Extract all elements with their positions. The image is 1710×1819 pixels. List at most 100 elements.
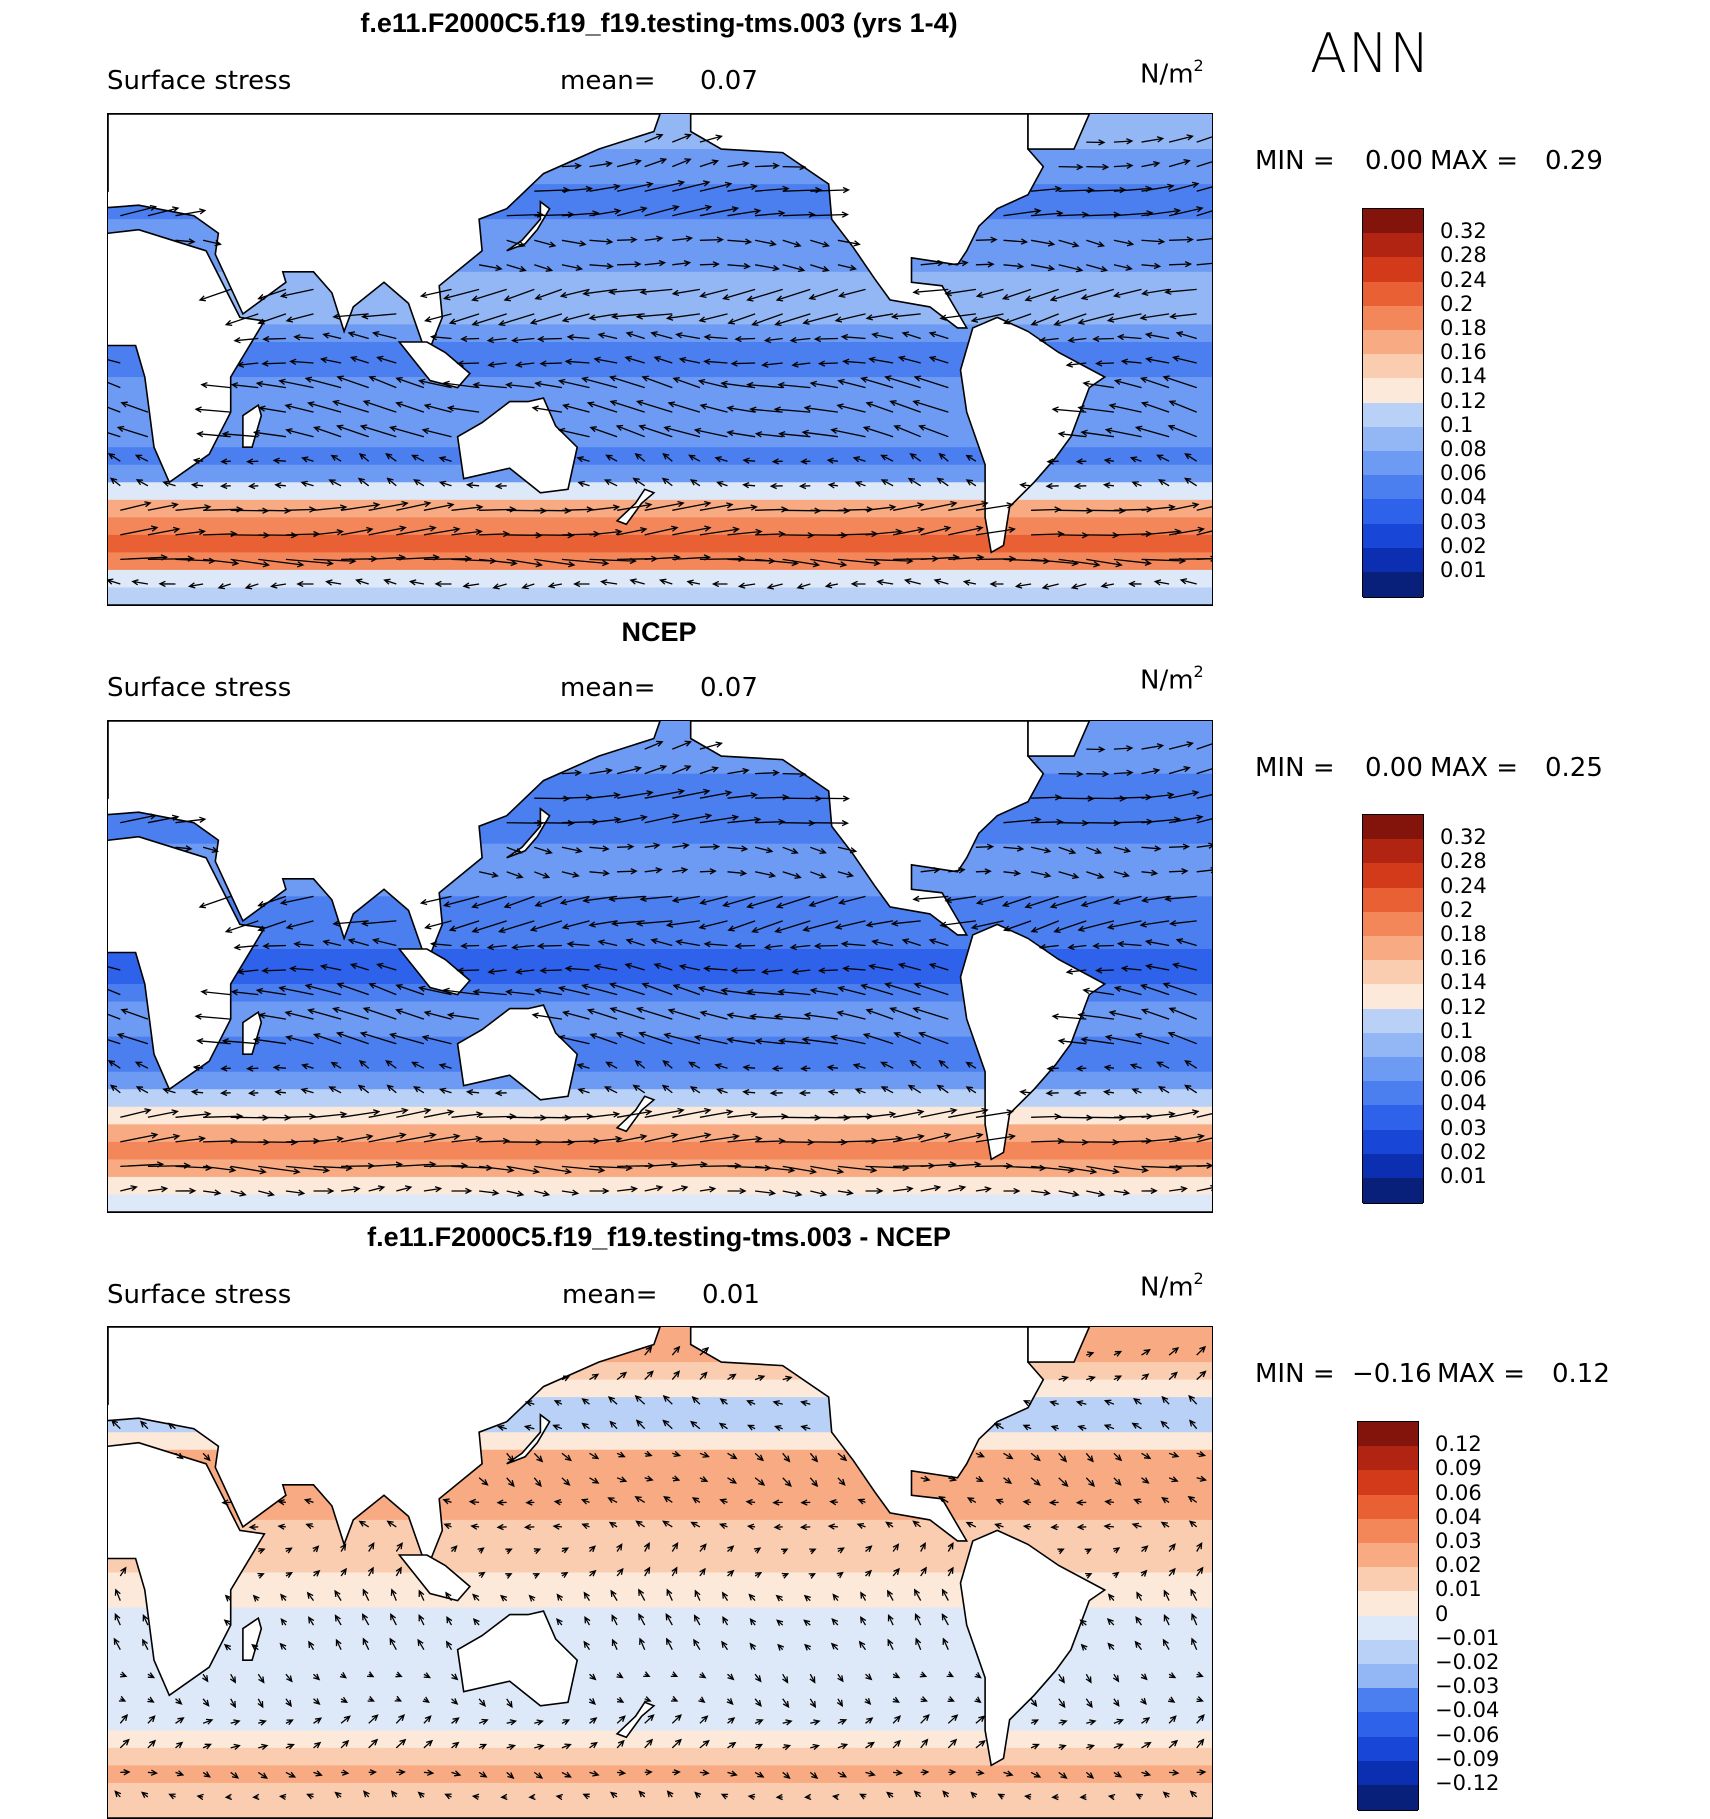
panel-3-vector-arrow xyxy=(555,1793,563,1801)
panel-1-vector-arrow xyxy=(605,454,618,462)
panel-1-colorbar-swatch xyxy=(1363,547,1423,574)
panel-2-colorbar-tick: 0.18 xyxy=(1440,922,1487,946)
panel-1-vector-arrow xyxy=(865,504,897,511)
panel-1-vector-arrow xyxy=(322,332,342,340)
panel-2-vector-arrow xyxy=(1045,1089,1059,1097)
panel-3-colorbar-tick: 0.12 xyxy=(1435,1432,1482,1457)
panel-3-vector-arrow xyxy=(948,1475,958,1482)
panel-3-colorbar-tick: 0.01 xyxy=(1435,1577,1482,1602)
panel-2-vector-arrow xyxy=(586,1008,618,1020)
panel-3-field-band xyxy=(108,1625,1212,1644)
panel-1-vector-arrow xyxy=(534,288,563,300)
panel-2-vector-arrow xyxy=(761,968,783,975)
panel-3-vector-arrow xyxy=(782,1673,789,1684)
panel-3-vector-arrow xyxy=(496,1499,507,1506)
panel-3-vector-arrow xyxy=(837,1771,848,1778)
panel-3-vector-arrow xyxy=(804,1643,811,1651)
panel-3-vector-arrow xyxy=(698,1696,706,1704)
panel-2-vector-arrow xyxy=(1058,846,1077,855)
panel-2-vector-arrow xyxy=(918,1031,949,1045)
panel-3-vector-arrow xyxy=(499,1594,508,1602)
panel-2-land-south-america xyxy=(959,923,1107,1161)
panel-3-vector-arrow xyxy=(278,1793,287,1801)
panel-3-vector-arrow xyxy=(312,1545,320,1553)
panel-1-vector-arrow xyxy=(1031,185,1063,193)
panel-3-vector-arrow xyxy=(1141,1477,1150,1484)
panel-2-vector-arrow xyxy=(827,1089,838,1096)
panel-1-vector-arrow xyxy=(928,331,949,340)
panel-3-vector-arrow xyxy=(1022,1523,1032,1530)
panel-1-colorbar-tick: 0.08 xyxy=(1440,437,1487,461)
panel-3-vector-arrow xyxy=(914,1612,922,1626)
panel-1-vector-arrow xyxy=(349,355,369,364)
panel-2-vector-arrow xyxy=(810,871,827,879)
panel-2-vector-arrow xyxy=(423,1133,461,1143)
panel-2-vector-arrow xyxy=(1031,794,1063,801)
panel-3-vector-arrow xyxy=(865,1569,873,1577)
panel-1-vector-arrow xyxy=(589,160,614,168)
panel-2-vector-arrow xyxy=(672,765,692,775)
panel-3-vector-arrow xyxy=(1085,1771,1095,1779)
panel-3-land-greenland xyxy=(1027,1327,1091,1363)
panel-3-vector-arrow xyxy=(754,1698,762,1707)
panel-1-vector-arrow xyxy=(1041,583,1059,590)
panel-2-vector-arrow xyxy=(368,1132,407,1143)
panel-3-vector-arrow xyxy=(313,1770,323,1777)
panel-2-vector-arrow xyxy=(699,766,720,775)
panel-2-vector-arrow xyxy=(429,940,452,948)
panel-1-vector-arrow xyxy=(1030,264,1056,272)
panel-2-colorbar-swatch xyxy=(1363,1153,1423,1180)
panel-2-vector-arrow xyxy=(912,1006,949,1020)
panel-2-vector-arrow xyxy=(561,1165,606,1174)
panel-3-vector-arrow xyxy=(389,1637,397,1651)
panel-1-vector-arrow xyxy=(782,211,816,218)
panel-3-vector-arrow xyxy=(610,1589,618,1601)
panel-1-field-band xyxy=(108,587,1212,605)
panel-2-vector-arrow xyxy=(661,1084,673,1094)
panel-1-vector-arrow xyxy=(1024,288,1059,302)
panel-3-vector-arrow xyxy=(663,1495,673,1503)
panel-2-vector-arrow xyxy=(368,1185,386,1192)
panel-1-vector-arrow xyxy=(782,239,802,248)
panel-1-vector-arrow xyxy=(617,261,642,268)
panel-1-vector-arrow xyxy=(506,264,527,272)
panel-1-vector-arrow xyxy=(624,355,645,364)
panel-2-vector-arrow xyxy=(257,920,287,932)
panel-2-field-band xyxy=(108,984,1212,1003)
panel-3-vector-arrow xyxy=(800,1499,811,1506)
panel-2-field-band xyxy=(108,1106,1212,1125)
panel-1-vector-arrow xyxy=(1128,580,1142,588)
panel-3-vector-arrow xyxy=(313,1673,321,1681)
panel-1-vector-arrow xyxy=(699,403,728,413)
panel-2-vector-arrow xyxy=(1168,1007,1197,1020)
panel-2-vector-arrow xyxy=(1113,846,1132,854)
panel-3-vector-arrow xyxy=(1085,1452,1094,1463)
panel-1-vector-arrow xyxy=(1001,288,1032,301)
panel-2-vector-arrow xyxy=(486,943,507,951)
panel-2-vector-arrow xyxy=(672,813,713,824)
panel-3-land-south-america xyxy=(959,1529,1107,1767)
panel-3-vector-arrow xyxy=(305,1523,314,1530)
panel-3-vector-arrow xyxy=(975,1476,984,1482)
panel-2-vector-arrow xyxy=(576,1063,590,1070)
panel-1-vector-arrow xyxy=(1141,504,1176,511)
panel-2-vector-arrow xyxy=(396,1107,432,1118)
panel-1-vector-arrow xyxy=(589,208,622,217)
panel-3-vector-arrow xyxy=(340,1715,351,1724)
panel-1-vector-arrow xyxy=(644,157,668,168)
panel-3-vector-arrow xyxy=(975,1769,985,1776)
panel-3-vector-arrow xyxy=(915,1637,922,1650)
panel-2-field-band xyxy=(108,913,1212,932)
panel-2-vector-arrow xyxy=(1196,1184,1212,1192)
panel-2-colorbar-tick: 0.1 xyxy=(1440,1018,1474,1043)
panel-2-vector-arrow xyxy=(1169,868,1189,875)
panel-1-vector-arrow xyxy=(336,375,369,389)
panel-2-vector-arrow xyxy=(1141,895,1170,904)
panel-3-vector-arrow xyxy=(339,1671,348,1679)
panel-1-vector-arrow xyxy=(703,333,728,341)
panel-1-vector-arrow xyxy=(697,378,728,389)
panel-3-vector-arrow xyxy=(690,1420,701,1430)
panel-3-colorbar-tick: −0.06 xyxy=(1435,1722,1500,1747)
panel-2-vector-arrow xyxy=(220,1065,231,1072)
panel-2-vector-arrow xyxy=(347,938,369,947)
